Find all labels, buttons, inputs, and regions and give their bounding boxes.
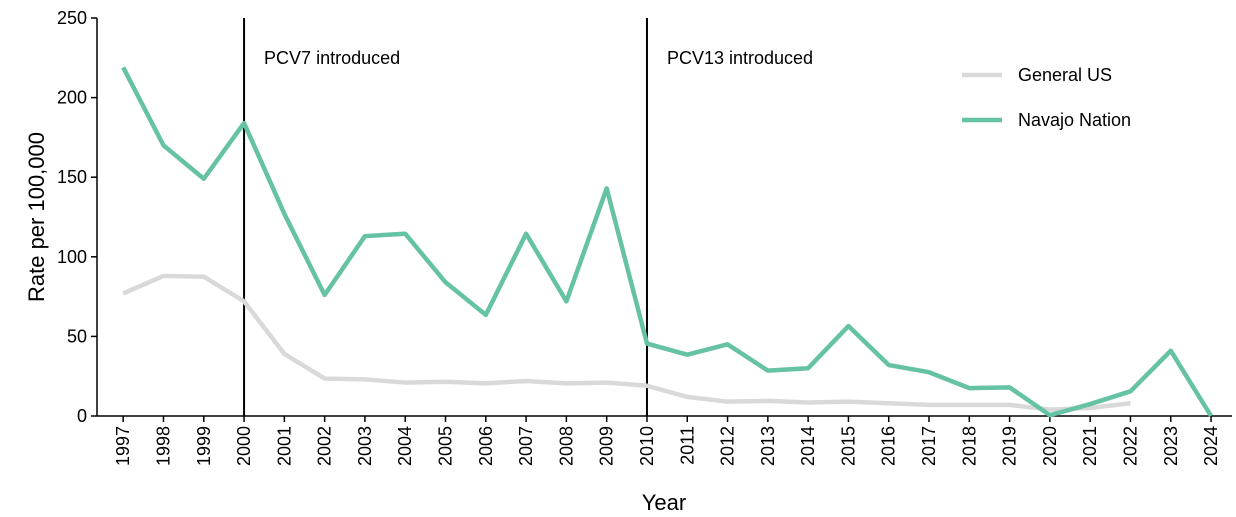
x-tick-label: 2015: [838, 426, 858, 466]
x-tick-label: 2020: [1040, 426, 1060, 466]
series-line: [122, 273, 1131, 412]
x-tick-label: 2004: [395, 426, 415, 466]
x-tick-label: 2018: [959, 426, 979, 466]
x-tick-label: 2012: [718, 426, 738, 466]
x-tick-label: 1997: [113, 426, 133, 466]
x-tick-label: 2009: [597, 426, 617, 466]
annotation-text: PCV7 introduced: [264, 48, 400, 68]
y-tick-label: 0: [77, 406, 87, 426]
annotation-text: PCV13 introduced: [667, 48, 813, 68]
x-tick-label: 2000: [234, 426, 254, 466]
x-tick-label: 2022: [1120, 426, 1140, 466]
x-axis-label: Year: [642, 490, 686, 515]
x-tick-label: 2007: [516, 426, 536, 466]
x-tick-label: 2024: [1201, 426, 1221, 466]
series-line: [121, 66, 1213, 418]
x-tick-label: 2013: [758, 426, 778, 466]
y-tick-label: 200: [57, 88, 87, 108]
x-tick-label: 2006: [476, 426, 496, 466]
x-tick-label: 1999: [194, 426, 214, 466]
x-tick-label: 2008: [556, 426, 576, 466]
x-tick-label: 2023: [1161, 426, 1181, 466]
legend-label: General US: [1018, 65, 1112, 85]
x-tick-label: 2021: [1080, 426, 1100, 466]
x-tick-label: 2002: [315, 426, 335, 466]
legend-label: Navajo Nation: [1018, 110, 1131, 130]
x-tick-label: 2005: [436, 426, 456, 466]
x-tick-label: 2003: [355, 426, 375, 466]
x-tick-label: 1998: [153, 426, 173, 466]
x-tick-label: 2019: [1000, 426, 1020, 466]
y-tick-label: 100: [57, 247, 87, 267]
x-tick-label: 2011: [677, 426, 697, 465]
x-tick-label: 2010: [637, 426, 657, 466]
y-tick-label: 50: [67, 326, 87, 346]
y-tick-label: 250: [57, 8, 87, 28]
x-tick-label: 2014: [798, 426, 818, 466]
x-tick-label: 2016: [879, 426, 899, 466]
y-axis-label: Rate per 100,000: [24, 132, 49, 302]
x-tick-label: 2017: [919, 426, 939, 466]
x-tick-label: 2001: [274, 426, 294, 466]
y-tick-label: 150: [57, 167, 87, 187]
